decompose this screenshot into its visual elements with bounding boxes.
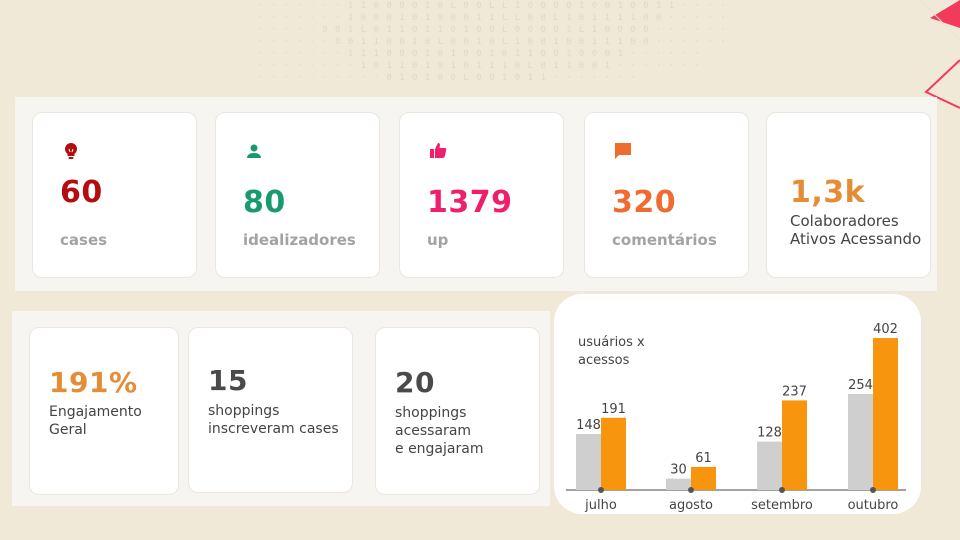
tick-dot — [779, 487, 785, 493]
tick-label: agosto — [669, 498, 713, 513]
stat-card-engajamento: 191% Engajamento Geral — [29, 327, 179, 495]
stat-card-shoppings-acessaram: 20 shoppings acessaram e engajaram — [375, 327, 540, 495]
stat-value: 20 — [395, 366, 435, 399]
person-icon — [247, 144, 261, 158]
stat-card-shoppings-inscreveram: 15 shoppings inscreveram cases — [188, 327, 353, 493]
data-label: 191 — [601, 402, 626, 417]
stat-card-up: 1379 up — [399, 112, 564, 278]
stat-value: 60 — [60, 175, 103, 210]
stat-label: up — [427, 231, 449, 249]
bar — [782, 400, 807, 490]
bar — [873, 338, 898, 490]
chart-title-line1: usuários x — [578, 335, 645, 350]
stat-value: 15 — [208, 364, 248, 397]
tick-label: julho — [584, 498, 617, 513]
tick-label: setembro — [751, 498, 813, 513]
stat-label-line1: Colaboradores — [790, 212, 899, 230]
stat-label: comentários — [612, 231, 717, 249]
stat-label-line2: acessaram — [395, 423, 472, 439]
lightbulb-icon — [64, 142, 78, 159]
bar — [691, 466, 716, 490]
tick-label: outubro — [848, 498, 899, 513]
stat-label: idealizadores — [243, 231, 356, 249]
bar — [576, 434, 601, 490]
stat-label-line3: e engajaram — [395, 441, 484, 457]
chart-title-line2: acessos — [578, 353, 630, 368]
data-label: 402 — [873, 322, 898, 337]
chart-title: usuários x acessos — [578, 334, 645, 370]
bar — [666, 478, 691, 490]
stat-value: 320 — [612, 185, 677, 220]
stat-value: 191% — [49, 366, 138, 399]
corner-decoration — [919, 0, 960, 109]
stat-label-line2: Ativos Acessando — [790, 230, 922, 248]
data-label: 148 — [576, 418, 601, 433]
data-label: 30 — [670, 463, 687, 478]
stat-value: 1379 — [427, 185, 513, 220]
bar — [848, 393, 873, 490]
thumbs-up-icon — [430, 143, 447, 158]
stat-label-line1: shoppings — [208, 403, 280, 419]
stat-label: cases — [60, 231, 108, 249]
stat-label-line1: shoppings — [395, 405, 467, 421]
data-label: 61 — [695, 451, 712, 466]
stat-card-cases: 60 cases — [32, 112, 197, 278]
bar — [757, 441, 782, 490]
comment-icon — [615, 143, 631, 159]
tick-dot — [870, 487, 876, 493]
chart-card: usuários x acessos 148 191 julho 30 61 agosto… — [554, 294, 921, 514]
data-label: 237 — [782, 384, 807, 399]
stat-card-idealizadores: 80 idealizadores — [215, 112, 380, 278]
stat-label-line2: inscreveram cases — [208, 421, 339, 437]
stat-card-comentarios: 320 comentários — [584, 112, 749, 278]
stat-value: 80 — [243, 185, 286, 220]
binary-pattern-decoration: · · · · · · · 1 1 0 0 0 0 1 0 L 0 0 L L … — [258, 1, 727, 83]
stat-label-line1: Engajamento — [49, 404, 142, 420]
stat-label-line2: Geral — [49, 422, 87, 438]
data-label: 254 — [848, 378, 873, 393]
bar — [601, 417, 626, 490]
stat-card-colaboradores: 1,3k Colaboradores Ativos Acessando — [766, 112, 931, 278]
tick-dot — [688, 487, 694, 493]
tick-dot — [598, 487, 604, 493]
data-label: 128 — [757, 426, 782, 441]
stat-value: 1,3k — [790, 175, 866, 210]
